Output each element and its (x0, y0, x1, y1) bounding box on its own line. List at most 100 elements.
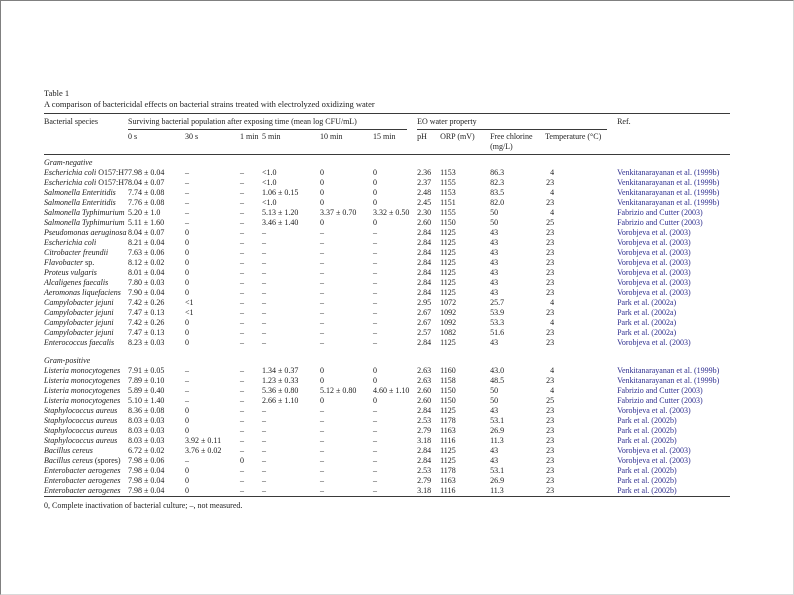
value-cell-30-s: – (185, 198, 189, 207)
reference-link[interactable]: Vorobjeva et al. (2003) (617, 456, 691, 465)
reference-link[interactable]: Venkitanarayanan et al. (1999b) (617, 366, 720, 375)
reference-link[interactable]: Vorobjeva et al. (2003) (617, 406, 691, 415)
reference-link[interactable]: Vorobjeva et al. (2003) (617, 268, 691, 277)
reference-link[interactable]: Vorobjeva et al. (2003) (617, 278, 691, 287)
value-cell-5-min: – (262, 416, 266, 425)
value-cell-free-chlorine-mg-l: 50 (490, 218, 499, 227)
table-row: Salmonella Enteritidis 7.76 ± 0.08 – – <1.0 0… (44, 198, 730, 208)
value-cell-orp-mv: 1116 (440, 436, 456, 445)
reference-link[interactable]: Park et al. (2002a) (617, 298, 677, 307)
value-cell-15-min: – (373, 486, 377, 495)
reference-link[interactable]: Vorobjeva et al. (2003) (617, 228, 691, 237)
table-caption: A comparison of bactericidal effects on … (44, 99, 375, 109)
value-cell-15-min: – (373, 446, 377, 455)
value-cell-5-min: <1.0 (262, 178, 277, 187)
reference-link[interactable]: Vorobjeva et al. (2003) (617, 258, 691, 267)
reference-link[interactable]: Fabrizio and Cutter (2003) (617, 396, 703, 405)
reference-link[interactable]: Fabrizio and Cutter (2003) (617, 218, 703, 227)
value-cell-temperature-c: 4 (550, 318, 555, 327)
value-cell-orp-mv: 1150 (440, 218, 456, 227)
species-cell: Escherichia coli O157:H7 (44, 168, 128, 177)
reference-link[interactable]: Vorobjeva et al. (2003) (617, 248, 691, 257)
reference-link[interactable]: Park et al. (2002b) (617, 486, 677, 495)
value-cell-ph: 3.18 (417, 486, 432, 495)
value-cell-15-min: – (373, 248, 377, 257)
value-cell-temperature-c: 23 (546, 338, 555, 347)
value-cell-5-min: – (262, 268, 266, 277)
reference-link[interactable]: Park et al. (2002b) (617, 436, 677, 445)
value-cell-temperature-c: 23 (546, 238, 555, 247)
value-cell-15-min: 0 (373, 396, 377, 405)
species-cell: Listeria monocytogenes (44, 386, 121, 395)
reference-link[interactable]: Park et al. (2002b) (617, 476, 677, 485)
reference-link[interactable]: Vorobjeva et al. (2003) (617, 238, 691, 247)
value-cell-temperature-c: 4 (550, 298, 555, 307)
value-cell-ph: 2.79 (417, 426, 432, 435)
value-cell-15-min: – (373, 318, 377, 327)
reference-link[interactable]: Fabrizio and Cutter (2003) (617, 208, 703, 217)
value-cell-free-chlorine-mg-l: 50 (490, 386, 499, 395)
value-cell-5-min: <1.0 (262, 168, 277, 177)
table-row: Flavobacter sp. 8.12 ± 0.02 0 – – – – 2.84 1125 4… (44, 258, 730, 268)
reference-link[interactable]: Park et al. (2002b) (617, 426, 677, 435)
value-cell-0-s: 7.98 ± 0.04 (128, 466, 165, 475)
reference-link[interactable]: Vorobjeva et al. (2003) (617, 338, 691, 347)
value-cell-5-min: – (262, 288, 266, 297)
value-cell-orp-mv: 1158 (440, 376, 456, 385)
value-cell-0-s: 8.04 ± 0.07 (128, 228, 165, 237)
value-cell-15-min: – (373, 436, 377, 445)
value-cell-10-min: 0 (320, 376, 324, 385)
value-cell-5-min: – (262, 258, 266, 267)
value-cell-temperature-c: 4 (550, 168, 555, 177)
value-cell-free-chlorine-mg-l: 43 (490, 248, 499, 257)
value-cell-temperature-c: 4 (550, 208, 555, 217)
reference-link[interactable]: Park et al. (2002a) (617, 308, 677, 317)
value-cell-free-chlorine-mg-l: 26.9 (490, 476, 505, 485)
bactericidal-effects-table: Bacterial species Surviving bacterial po… (44, 113, 731, 497)
value-cell-0-s: 7.76 ± 0.08 (128, 198, 165, 207)
value-cell-30-s: 0 (185, 258, 189, 267)
col-group-eo-water-property: EO water property (417, 114, 617, 130)
reference-link[interactable]: Vorobjeva et al. (2003) (617, 446, 691, 455)
reference-link[interactable]: Park et al. (2002a) (617, 318, 677, 327)
value-cell-free-chlorine-mg-l: 51.6 (490, 328, 505, 337)
value-cell-5-min: – (262, 308, 266, 317)
value-cell-0-s: 8.01 ± 0.04 (128, 268, 165, 277)
value-cell-free-chlorine-mg-l: 11.3 (490, 436, 504, 445)
value-cell-30-s: – (185, 366, 189, 375)
reference-link[interactable]: Venkitanarayanan et al. (1999b) (617, 198, 720, 207)
reference-link[interactable]: Vorobjeva et al. (2003) (617, 288, 691, 297)
reference-link[interactable]: Venkitanarayanan et al. (1999b) (617, 168, 720, 177)
value-cell-free-chlorine-mg-l: 43 (490, 338, 499, 347)
species-cell: Alcaligenes faecalis (44, 278, 109, 287)
value-cell-30-s: 0 (185, 268, 189, 277)
reference-link[interactable]: Park et al. (2002b) (617, 416, 677, 425)
value-cell-orp-mv: 1072 (440, 298, 457, 307)
reference-link[interactable]: Fabrizio and Cutter (2003) (617, 386, 703, 395)
reference-link[interactable]: Venkitanarayanan et al. (1999b) (617, 376, 720, 385)
value-cell-1-min: – (240, 416, 244, 425)
value-cell-5-min: 1.23 ± 0.33 (262, 376, 299, 385)
species-cell: Flavobacter sp. (44, 258, 95, 267)
value-cell-5-min: – (262, 318, 266, 327)
value-cell-30-s: – (185, 396, 189, 405)
species-cell: Campylobacter jejuni (44, 328, 114, 337)
value-cell-15-min: – (373, 426, 377, 435)
value-cell-orp-mv: 1125 (440, 258, 456, 267)
value-cell-30-s: 0 (185, 486, 189, 495)
value-cell-1-min: – (240, 218, 244, 227)
value-cell-30-s: 0 (185, 328, 189, 337)
value-cell-ph: 2.48 (417, 188, 432, 197)
reference-link[interactable]: Venkitanarayanan et al. (1999b) (617, 188, 720, 197)
reference-link[interactable]: Park et al. (2002a) (617, 328, 677, 337)
reference-link[interactable]: Venkitanarayanan et al. (1999b) (617, 178, 720, 187)
reference-link[interactable]: Park et al. (2002b) (617, 466, 677, 475)
col-header-free-chlorine-mg-l: Free chlorine (mg/L) (490, 132, 533, 151)
value-cell-1-min: – (240, 376, 244, 385)
value-cell-0-s: 7.42 ± 0.26 (128, 318, 165, 327)
value-cell-1-min: – (240, 366, 244, 375)
value-cell-orp-mv: 1150 (440, 396, 456, 405)
value-cell-temperature-c: 23 (546, 328, 555, 337)
value-cell-10-min: – (320, 258, 324, 267)
value-cell-10-min: – (320, 228, 324, 237)
